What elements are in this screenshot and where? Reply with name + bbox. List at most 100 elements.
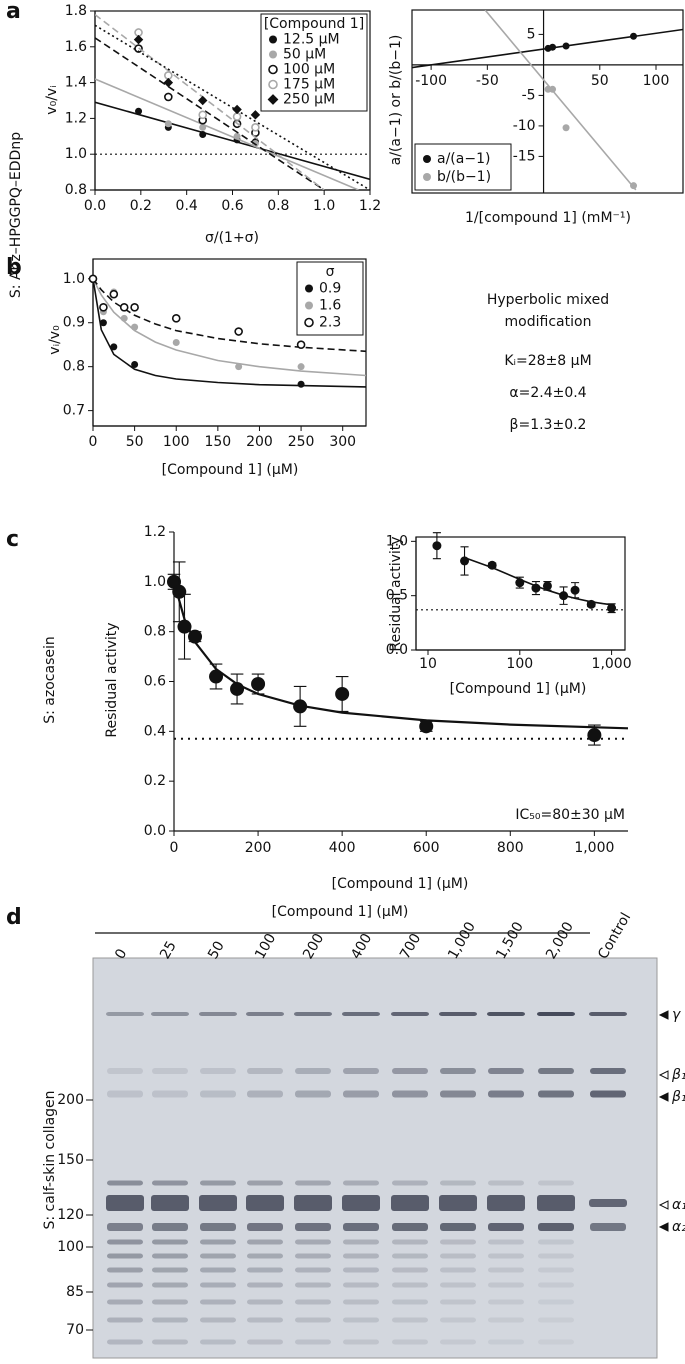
legend-label: 100 μM — [283, 62, 335, 78]
gel-band — [392, 1317, 428, 1323]
data-point — [131, 323, 139, 331]
legend-marker — [268, 64, 278, 75]
gel-band — [295, 1239, 331, 1245]
gel-band — [538, 1090, 574, 1098]
data-point — [199, 123, 207, 131]
gel-band — [440, 1339, 476, 1345]
gel-band — [440, 1299, 476, 1305]
gel-band — [392, 1339, 428, 1345]
annotation: α=2.4±0.4 — [509, 385, 586, 401]
gel-band — [590, 1068, 626, 1074]
gel-band — [152, 1090, 188, 1098]
x-tick-label: 400 — [329, 840, 356, 856]
data-point — [542, 581, 552, 591]
gel-band — [392, 1299, 428, 1305]
gel-band — [440, 1253, 476, 1259]
data-point — [164, 92, 173, 102]
gel-band — [200, 1299, 236, 1305]
gel-band — [589, 1199, 627, 1207]
gel-band — [199, 1195, 237, 1211]
gel-band — [538, 1267, 574, 1273]
gel-band — [392, 1267, 428, 1273]
gel-band — [200, 1180, 236, 1186]
data-point — [171, 314, 181, 323]
legend-marker — [305, 301, 313, 310]
annotation: Kᵢ=28±8 μM — [504, 353, 591, 369]
gel-band — [152, 1282, 188, 1288]
gel-band — [440, 1180, 476, 1186]
y-tick-label: 1.2 — [65, 110, 87, 126]
data-point — [172, 339, 180, 346]
panel-letter: b — [6, 255, 22, 280]
data-point — [198, 110, 208, 120]
data-point — [199, 131, 207, 139]
lane-label: 50 — [205, 939, 228, 962]
y-tick-label: 0.8 — [144, 624, 166, 640]
gel-band — [295, 1267, 331, 1273]
gel-band — [488, 1339, 524, 1345]
fit-line — [93, 278, 366, 388]
gel-band — [200, 1068, 236, 1074]
y-axis-label: Residual activity — [104, 622, 120, 737]
x-tick-label: 50 — [126, 434, 144, 450]
gel-band — [247, 1180, 283, 1186]
legend-title: σ — [326, 264, 335, 280]
y-tick-label: 0.0 — [144, 823, 166, 839]
gel-band — [392, 1090, 428, 1098]
gel-band — [199, 1012, 237, 1016]
gel-band — [151, 1195, 189, 1211]
gel-band — [200, 1317, 236, 1323]
x-tick-label: 10 — [419, 656, 437, 672]
data-point — [630, 182, 638, 190]
y-axis-label: v₀/vᵢ — [44, 85, 60, 114]
gel-band — [295, 1317, 331, 1323]
substrate-label: S: azocasein — [42, 636, 58, 724]
gel-band — [295, 1180, 331, 1186]
y-tick-label: 1.6 — [65, 39, 87, 55]
band-arrow — [658, 1222, 669, 1232]
gel-band — [152, 1339, 188, 1345]
lane-label: 200 — [300, 931, 327, 962]
x-tick-label: 0 — [89, 434, 98, 450]
x-tick-label: 0.2 — [130, 198, 152, 214]
band-arrow — [658, 1070, 669, 1080]
data-point — [587, 728, 602, 743]
gel-band — [295, 1223, 331, 1231]
y-tick-label: -5 — [522, 87, 536, 103]
gel-band — [392, 1068, 428, 1074]
gel-band — [343, 1180, 379, 1186]
data-point — [607, 603, 617, 613]
band-label: α₁ — [672, 1197, 685, 1213]
data-point — [549, 85, 557, 93]
data-point — [163, 77, 174, 88]
data-point — [135, 107, 143, 115]
legend-box — [414, 143, 512, 191]
substrate-label: S: calf-skin collagen — [42, 1090, 58, 1229]
gel-band — [246, 1195, 284, 1211]
data-point — [233, 132, 241, 140]
fit-line — [95, 24, 370, 190]
gel-band — [343, 1267, 379, 1273]
gel-band — [295, 1253, 331, 1259]
band-arrow — [658, 1010, 669, 1020]
fit-line — [95, 37, 325, 190]
data-point — [460, 556, 470, 566]
y-tick-label: 1.0 — [144, 574, 166, 590]
gel-band — [488, 1267, 524, 1273]
y-tick-label: 1.8 — [65, 3, 87, 19]
gel-band — [152, 1267, 188, 1273]
data-point — [177, 619, 192, 634]
y-tick-label: 1.2 — [144, 524, 166, 540]
gel-band — [488, 1223, 524, 1231]
data-point — [188, 629, 203, 644]
gel-band — [247, 1090, 283, 1098]
data-point — [251, 676, 266, 691]
x-tick-label: -100 — [415, 73, 447, 89]
data-point — [109, 289, 119, 299]
legend-label: a/(a−1) — [437, 151, 490, 167]
gel-band — [343, 1282, 379, 1288]
gel-band — [294, 1012, 332, 1016]
gel-band — [392, 1180, 428, 1186]
annotation: IC₅₀=80±30 μM — [515, 807, 625, 823]
y-tick-label: 0.0 — [386, 642, 408, 658]
